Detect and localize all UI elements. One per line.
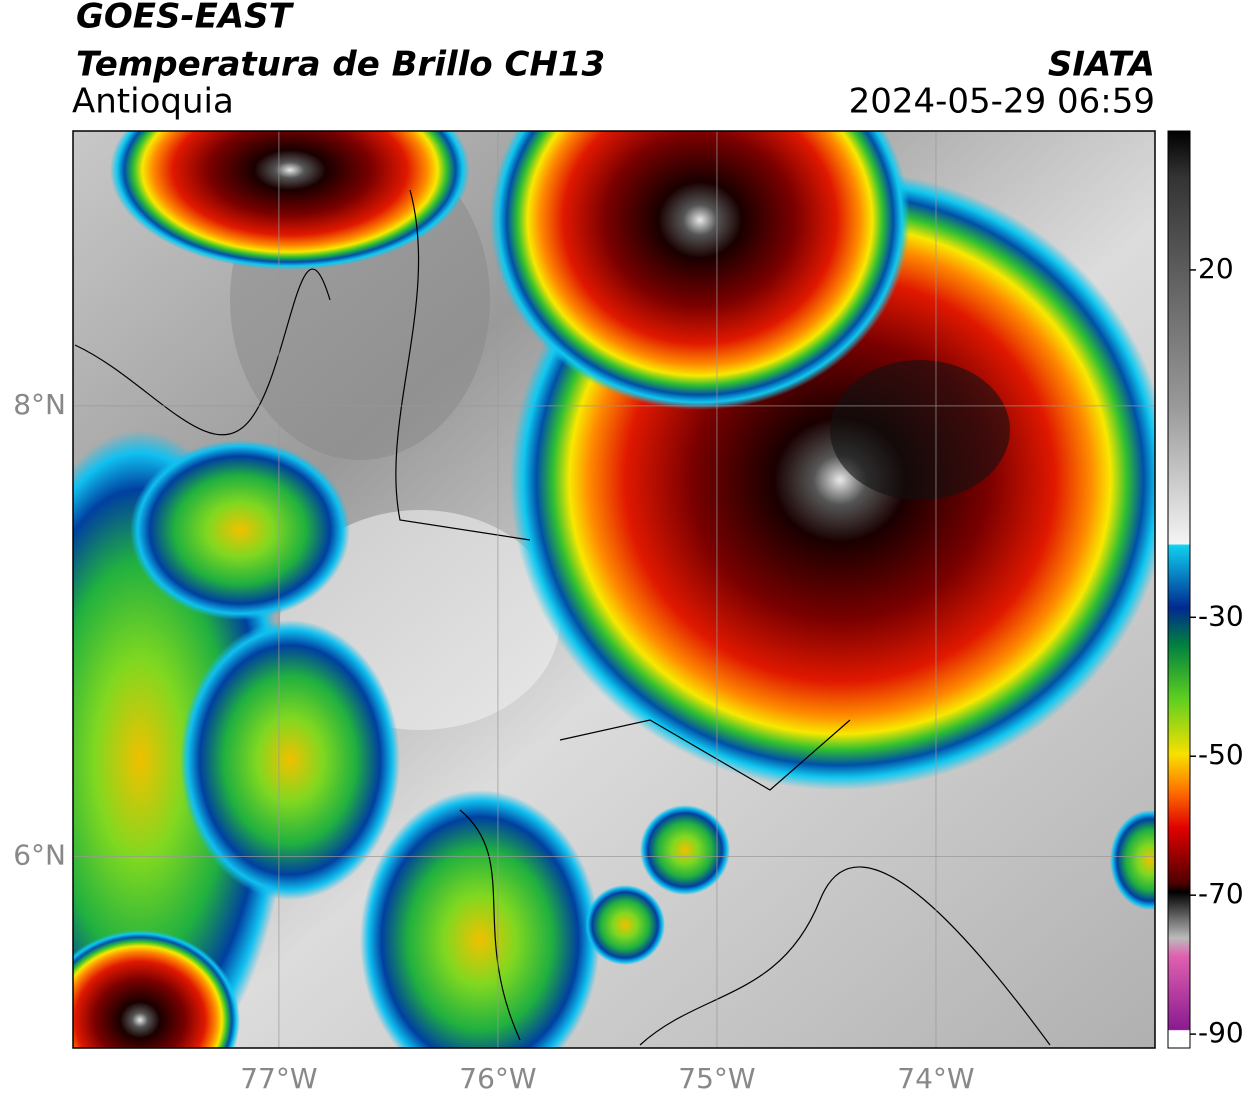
colorbar xyxy=(1167,130,1191,1049)
colorbar-tick-label: -50 xyxy=(1198,738,1244,771)
lon-tick-label: 75°W xyxy=(678,1062,755,1095)
product-title: Temperatura de Brillo CH13 xyxy=(76,45,605,85)
colorbar-tick-label: 20 xyxy=(1198,252,1234,285)
agency: SIATA xyxy=(1048,45,1155,85)
map-frame xyxy=(72,130,1156,1049)
timestamp: 2024-05-29 06:59 xyxy=(849,82,1155,122)
region: Antioquia xyxy=(72,82,234,122)
satellite-title: GOES-EAST xyxy=(76,0,295,37)
lat-tick-label: 6°N xyxy=(13,838,66,871)
colorbar-tick-label: -90 xyxy=(1198,1016,1244,1049)
lon-tick-label: 76°W xyxy=(459,1062,536,1095)
lat-tick-label: 8°N xyxy=(13,388,66,421)
colorbar-tick-label: -30 xyxy=(1198,599,1244,632)
lon-tick-label: 77°W xyxy=(240,1062,317,1095)
lon-tick-label: 74°W xyxy=(897,1062,974,1095)
imagery xyxy=(73,131,1155,1048)
colorbar-tick-label: -70 xyxy=(1198,877,1244,910)
